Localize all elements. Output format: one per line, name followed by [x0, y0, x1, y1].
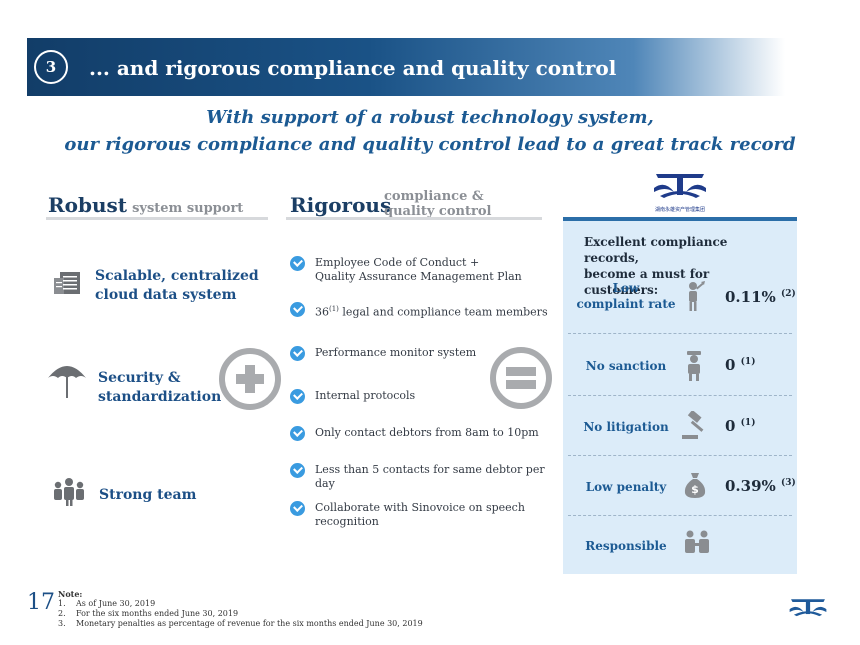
- check-icon: [290, 302, 305, 317]
- record-label: Responsible: [585, 539, 667, 553]
- rigorous-heading-small-1: compliance &: [384, 189, 484, 204]
- footnote: 2. For the six months ended June 30, 2019: [58, 609, 239, 618]
- people-icon: [683, 530, 711, 558]
- umbrella-icon: [46, 360, 88, 406]
- svg-text:$: $: [691, 483, 699, 496]
- row-divider: [568, 333, 792, 334]
- check-icon: [290, 463, 305, 478]
- record-label: No litigation: [583, 420, 669, 434]
- robust-item-team: Strong team: [99, 487, 197, 503]
- record-label: Low complaint rate: [576, 281, 676, 311]
- record-value: 0 (1): [725, 417, 756, 435]
- row-divider: [568, 455, 792, 456]
- robust-heading: Robust system support: [48, 193, 243, 217]
- check-icon: [290, 256, 305, 271]
- customer-icon: [681, 280, 707, 316]
- rigorous-rule: [286, 217, 542, 220]
- robust-item-security: Security & standardization: [98, 370, 222, 405]
- check-icon: [290, 501, 305, 516]
- company-logo: 湖南永雄资产管理集团: [650, 168, 710, 213]
- robust-heading-small: system support: [132, 201, 244, 216]
- robust-item-cloud: Scalable, centralized cloud data system: [95, 268, 259, 303]
- rigorous-heading-small-2: quality control: [384, 204, 492, 219]
- server-icon: [52, 270, 82, 300]
- footnote: 3. Monetary penalties as percentage of re…: [58, 619, 423, 628]
- page-number: 17: [27, 590, 55, 615]
- record-header: Excellent compliance records, become a m…: [584, 235, 728, 297]
- check-icon: [290, 346, 305, 361]
- rigorous-heading-big: Rigorous: [290, 193, 392, 217]
- equals-icon: [490, 347, 552, 409]
- subtitle-line-1: With support of a robust technology syst…: [206, 107, 654, 128]
- record-label: No sanction: [585, 359, 667, 373]
- notes-title: Note:: [58, 589, 83, 599]
- record-value: 0.39% (3): [725, 477, 796, 495]
- gavel-icon: [681, 409, 711, 445]
- money-bag-icon: $: [683, 471, 707, 503]
- subtitle-line-2: our rigorous compliance and quality cont…: [64, 134, 796, 155]
- section-number: 3: [34, 50, 68, 84]
- record-value: 0 (1): [725, 356, 756, 374]
- record-value: 0.11% (2): [725, 288, 796, 306]
- robust-heading-big: Robust: [48, 193, 127, 217]
- logo-caption: 湖南永雄资产管理集团: [654, 207, 705, 213]
- footnote: 1. As of June 30, 2019: [58, 599, 156, 608]
- team-icon: [52, 476, 86, 510]
- footer-logo: [786, 595, 830, 623]
- row-divider: [568, 395, 792, 396]
- title-banner: 3 ... and rigorous compliance and qualit…: [27, 38, 785, 96]
- check-icon: [290, 426, 305, 441]
- slide-title: ... and rigorous compliance and quality …: [89, 56, 617, 80]
- plus-icon: [219, 348, 281, 410]
- footnotes: Note: 1. As of June 30, 2019 2. For the si…: [58, 589, 423, 629]
- officer-icon: [681, 350, 707, 386]
- record-label: Low penalty: [585, 480, 667, 494]
- row-divider: [568, 515, 792, 516]
- check-icon: [290, 389, 305, 404]
- robust-rule: [46, 217, 268, 220]
- rigorous-heading: Rigorous: [290, 193, 391, 217]
